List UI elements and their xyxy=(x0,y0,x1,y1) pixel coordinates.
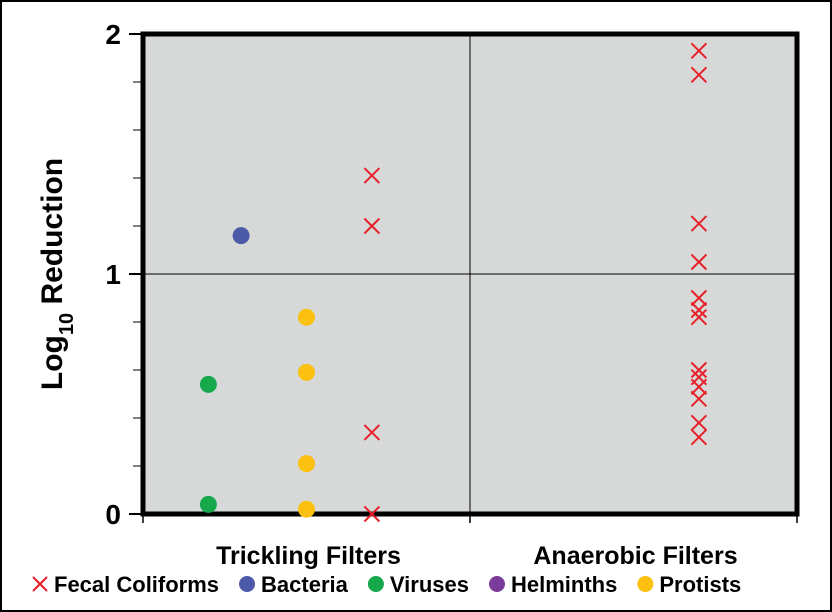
data-point-x xyxy=(363,505,381,523)
data-point-x xyxy=(690,428,708,446)
legend-label: Helminths xyxy=(511,572,617,597)
data-point-circle xyxy=(199,495,217,513)
data-point-circle xyxy=(298,363,315,381)
data-point-circle xyxy=(199,375,217,393)
category-label: Trickling Filters xyxy=(216,542,401,570)
legend-marker-x xyxy=(32,576,48,592)
legend-marker-circle xyxy=(637,576,654,592)
data-point-x xyxy=(690,215,708,232)
data-point-x xyxy=(690,414,708,432)
legend-item: Bacteria xyxy=(239,572,349,597)
legend-label: Viruses xyxy=(390,572,469,597)
plot-border xyxy=(140,31,800,517)
legend-marker-circle xyxy=(367,576,384,592)
legend-label: Protists xyxy=(659,572,741,597)
data-point-circle xyxy=(232,227,250,245)
y-tick-label: 2 xyxy=(105,19,121,50)
y-tick-label: 0 xyxy=(105,499,121,530)
gridlines xyxy=(143,34,797,514)
data-point-x xyxy=(690,301,708,319)
data-point-x xyxy=(690,289,708,307)
data-point-x xyxy=(363,217,381,235)
legend-marker-circle xyxy=(489,576,505,592)
data-point-x xyxy=(690,66,708,84)
data-point-x xyxy=(690,390,708,408)
legend: Fecal Coliforms Bacteria Viruses Helminths P… xyxy=(32,572,741,597)
data-point-x xyxy=(690,253,708,271)
data-point-x xyxy=(363,424,381,441)
data-point-x xyxy=(690,378,708,396)
legend-label: Bacteria xyxy=(261,572,349,597)
legend-item: Fecal Coliforms xyxy=(32,572,219,597)
data-point-circle xyxy=(298,500,315,518)
legend-label: Fecal Coliforms xyxy=(54,572,219,597)
legend-item: Protists xyxy=(637,572,741,597)
data-points xyxy=(199,42,708,523)
data-point-circle xyxy=(298,455,315,473)
category-labels: Trickling Filters Anaerobic Filters xyxy=(216,542,738,570)
legend-item: Helminths xyxy=(489,572,617,597)
data-point-x xyxy=(690,308,708,326)
legend-item: Viruses xyxy=(367,572,469,597)
data-point-circle xyxy=(298,308,315,326)
y-tick-labels: 0 1 2 xyxy=(105,19,121,530)
y-tick-label: 1 xyxy=(105,259,121,290)
data-point-x xyxy=(690,42,708,60)
legend-marker-circle xyxy=(239,576,256,592)
category-label: Anaerobic Filters xyxy=(533,542,737,570)
data-point-x xyxy=(363,167,381,184)
y-axis-label: Log10 Reduction xyxy=(36,158,78,390)
data-point-x xyxy=(690,361,708,379)
